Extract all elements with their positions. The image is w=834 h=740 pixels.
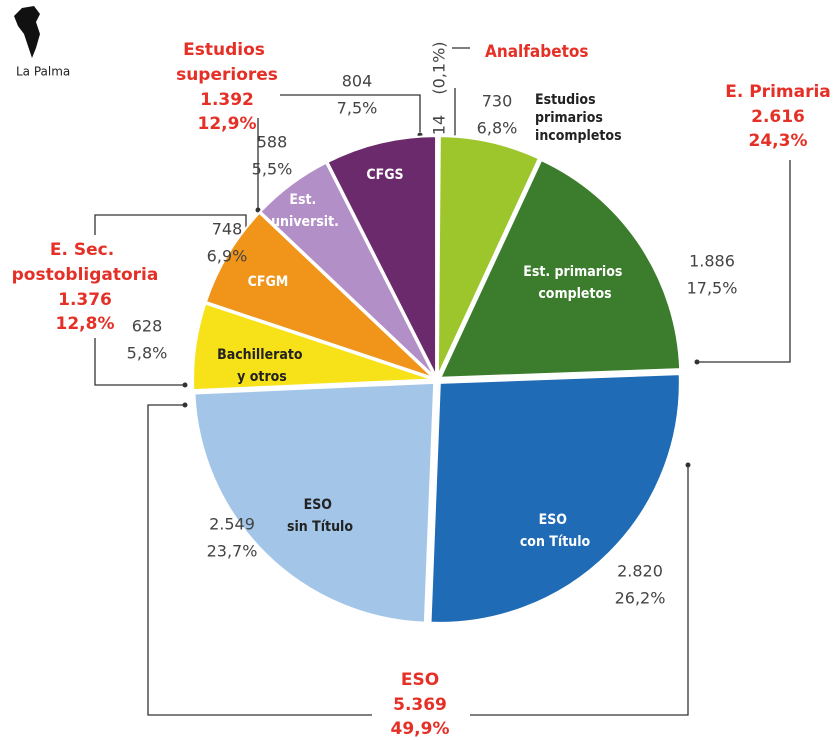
percent-label: (0,1%) — [430, 41, 449, 94]
pie-slice — [436, 135, 541, 377]
pie-slice — [193, 381, 436, 624]
slice-label: Analfabetos — [485, 42, 589, 62]
slice-label: Est. universit. — [271, 192, 339, 230]
value-label: 2.549 — [209, 515, 255, 534]
group-percent: 12,9% — [198, 114, 257, 134]
slice-label: ESO con Título — [520, 512, 591, 550]
group-percent: 24,3% — [749, 131, 808, 151]
slice-label: ESO sin Título — [287, 497, 353, 535]
percent-label: 17,5% — [687, 279, 738, 298]
value-label: 2.820 — [617, 562, 663, 581]
percent-label: 5,5% — [252, 160, 293, 179]
group-value: 1.376 — [58, 290, 112, 310]
pie-slice — [438, 158, 682, 379]
group-value: 5.369 — [393, 695, 447, 715]
slice-label: CFGM — [248, 274, 289, 290]
value-label: 1.886 — [689, 252, 735, 271]
pie-slice — [204, 211, 435, 379]
group-name: E. Sec. postobligatoria — [12, 240, 159, 285]
value-label: 588 — [257, 133, 288, 152]
group-value: 1.392 — [200, 90, 254, 110]
percent-label: 23,7% — [207, 542, 258, 561]
slice-label: Estudios primarios incompletos — [535, 92, 622, 144]
percent-label: 5,8% — [127, 344, 168, 363]
value-label: 14 — [430, 115, 449, 135]
slice-label: Est. primarios completos — [523, 264, 627, 302]
pie-slice — [258, 161, 436, 378]
group-percent: 49,9% — [391, 719, 450, 739]
group-name: E. Primaria — [725, 82, 831, 102]
pie-slice — [192, 302, 434, 392]
logo-island — [14, 6, 40, 58]
percent-label: 26,2% — [615, 589, 666, 608]
percent-label: 6,8% — [477, 119, 518, 138]
pie-slice — [326, 135, 438, 377]
value-label: 730 — [482, 92, 513, 111]
slice-label: CFGS — [366, 167, 403, 183]
slice-label: Bachillerato y otros — [217, 347, 307, 385]
percent-label: 7,5% — [337, 99, 378, 118]
percent-label: 6,9% — [207, 247, 248, 266]
group-value: 2.616 — [751, 107, 805, 127]
value-label: 804 — [342, 72, 373, 91]
value-label: 748 — [212, 220, 243, 239]
group-name: ESO — [401, 670, 439, 690]
pie-slice — [429, 373, 681, 624]
logo-text: La Palma — [16, 65, 70, 79]
group-name: Estudios superiores — [176, 40, 278, 85]
group-percent: 12,8% — [56, 314, 115, 334]
value-label: 628 — [132, 317, 163, 336]
